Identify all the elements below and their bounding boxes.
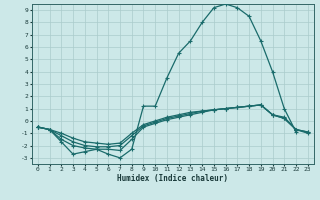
X-axis label: Humidex (Indice chaleur): Humidex (Indice chaleur) <box>117 174 228 183</box>
